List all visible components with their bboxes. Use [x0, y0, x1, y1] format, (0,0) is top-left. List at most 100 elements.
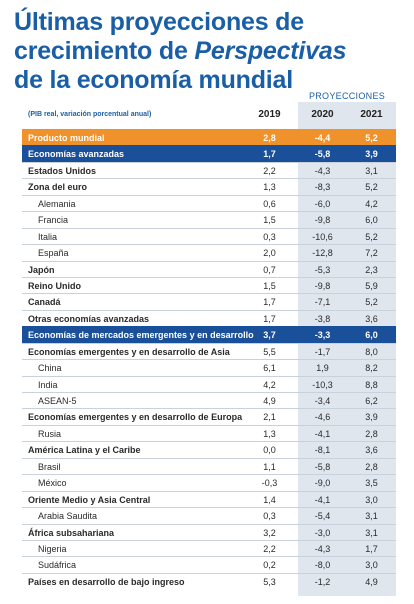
value-2020: 1,9: [316, 363, 329, 374]
value-2019: 1,7: [263, 149, 276, 160]
table-row: Estados Unidos 2,2 -4,3 3,1: [22, 161, 396, 178]
value-2020: -10,6: [312, 231, 333, 242]
title-line-2: crecimiento de Perspectivas: [14, 37, 406, 66]
table-row: México -0,3 -9,0 3,5: [22, 474, 396, 490]
value-2020: -6,0: [314, 198, 331, 209]
value-2021: 4,2: [365, 198, 378, 209]
row-label: India: [38, 379, 58, 390]
value-2019: 3,7: [263, 330, 276, 341]
value-2019: 0,6: [263, 198, 276, 209]
row-label: Arabia Saudita: [38, 511, 98, 522]
projections-table: Producto mundial 2,8 -4,4 5,2 Economías avan…: [22, 129, 396, 589]
value-2019: 2,1: [263, 412, 276, 423]
row-label: Nigeria: [38, 543, 67, 554]
table-row: Países en desarrollo de bajo ingreso 5,3 -…: [22, 572, 396, 589]
value-2021: 3,6: [365, 313, 378, 324]
title-line-1: Últimas proyecciones de: [14, 8, 304, 36]
value-2020: -1,7: [314, 346, 331, 357]
row-label: Oriente Medio y Asia Central: [28, 494, 151, 505]
value-2019: 1,4: [263, 494, 276, 505]
value-2020: -3,3: [314, 330, 331, 341]
row-label: Sudáfrica: [38, 560, 77, 571]
row-label: Alemania: [38, 198, 76, 209]
value-2020: -4,6: [314, 412, 331, 423]
value-2021: 2,8: [365, 428, 378, 439]
row-label: ASEAN-5: [38, 396, 77, 406]
table-row: India 4,2 -10,3 8,8: [22, 375, 396, 392]
value-2019: 0,3: [263, 231, 276, 242]
value-2021: 1,7: [365, 543, 378, 554]
value-2020: -10,3: [312, 379, 333, 390]
row-label: Economías emergentes y en desarrollo de …: [28, 346, 230, 357]
value-2021: 7,2: [365, 248, 378, 259]
value-2019: 6,1: [263, 363, 276, 374]
row-label: Países en desarrollo de bajo ingreso: [28, 576, 185, 587]
title-line-2-italic: Perspectivas: [194, 37, 347, 65]
value-2020: -7,1: [314, 297, 331, 308]
table-row: América Latina y el Caribe 0,0 -8,1 3,6: [22, 441, 396, 457]
table-row: Arabia Saudita 0,3 -5,4 3,1: [22, 507, 396, 523]
value-2021: 3,9: [365, 149, 378, 160]
row-label: Estados Unidos: [28, 165, 97, 176]
row-label: Japón: [28, 264, 55, 275]
row-label: China: [38, 363, 62, 374]
value-2019: -0,3: [261, 478, 278, 489]
table-row: Canadá 1,7 -7,1 5,2: [22, 293, 396, 309]
value-2020: -3,4: [314, 396, 331, 406]
table-row: Economías avanzadas 1,7 -5,8 3,9: [22, 145, 396, 162]
value-2020: -5,8: [314, 461, 331, 472]
value-2021: 8,2: [365, 363, 378, 374]
title-line-3: de la economía mundial: [14, 66, 293, 94]
year-header-2021: 2021: [360, 109, 383, 120]
value-2020: -9,8: [314, 215, 331, 226]
row-label: América Latina y el Caribe: [28, 445, 141, 456]
table-row: Sudáfrica 0,2 -8,0 3,0: [22, 556, 396, 572]
value-2021: 5,2: [365, 231, 378, 242]
table-row: Rusia 1,3 -4,1 2,8: [22, 424, 396, 441]
value-2019: 0,7: [263, 264, 276, 275]
value-2021: 3,0: [365, 560, 378, 571]
value-2020: -3,0: [314, 527, 331, 538]
row-label: México: [38, 478, 67, 489]
value-2019: 2,0: [263, 248, 276, 259]
value-2021: 5,2: [365, 297, 378, 308]
table-row: ASEAN-5 4,9 -3,4 6,2: [22, 392, 396, 408]
row-label: Rusia: [38, 428, 62, 439]
projections-shading: [298, 102, 396, 596]
value-2020: -12,8: [312, 248, 333, 259]
value-2019: 1,3: [263, 182, 276, 193]
value-2019: 2,2: [263, 165, 276, 176]
table-row: Economías emergentes y en desarrollo de …: [22, 342, 396, 359]
table-row: Reino Unido 1,5 -9,8 5,9: [22, 276, 396, 293]
value-2020: -4,1: [314, 494, 331, 505]
value-2019: 4,9: [263, 396, 276, 406]
table-row: Economías emergentes y en desarrollo de …: [22, 408, 396, 424]
value-2019: 4,2: [263, 379, 276, 390]
value-2021: 3,1: [365, 165, 378, 176]
value-2021: 5,2: [365, 182, 378, 193]
projections-label: PROYECCIONES: [308, 91, 386, 101]
value-2021: 2,8: [365, 461, 378, 472]
table-row: Alemania 0,6 -6,0 4,2: [22, 194, 396, 211]
value-2020: -8,0: [314, 560, 331, 571]
table-header: (PIB real, variación porcentual anual) 2…: [22, 102, 396, 126]
value-2020: -9,8: [314, 280, 331, 291]
table-row: Zona del euro 1,3 -8,3 5,2: [22, 178, 396, 194]
row-label: Economías avanzadas: [28, 149, 125, 160]
value-2021: 6,2: [365, 396, 378, 406]
row-label: Economías de mercados emergentes y en de…: [28, 330, 254, 341]
value-2021: 8,0: [365, 346, 378, 357]
value-2021: 3,1: [365, 511, 378, 522]
value-2019: 1,5: [263, 215, 276, 226]
value-2019: 1,1: [263, 461, 276, 472]
table-row: Italia 0,3 -10,6 5,2: [22, 227, 396, 244]
year-header-2019: 2019: [258, 109, 281, 120]
table-row: Oriente Medio y Asia Central 1,4 -4,1 3,0: [22, 490, 396, 507]
value-2020: -4,3: [314, 165, 331, 176]
value-2021: 4,9: [365, 576, 378, 587]
value-2021: 5,9: [365, 280, 378, 291]
value-2021: 3,9: [365, 412, 378, 423]
value-2020: -4,3: [314, 543, 331, 554]
value-2020: -8,3: [314, 182, 331, 193]
row-label: Italia: [38, 231, 58, 242]
